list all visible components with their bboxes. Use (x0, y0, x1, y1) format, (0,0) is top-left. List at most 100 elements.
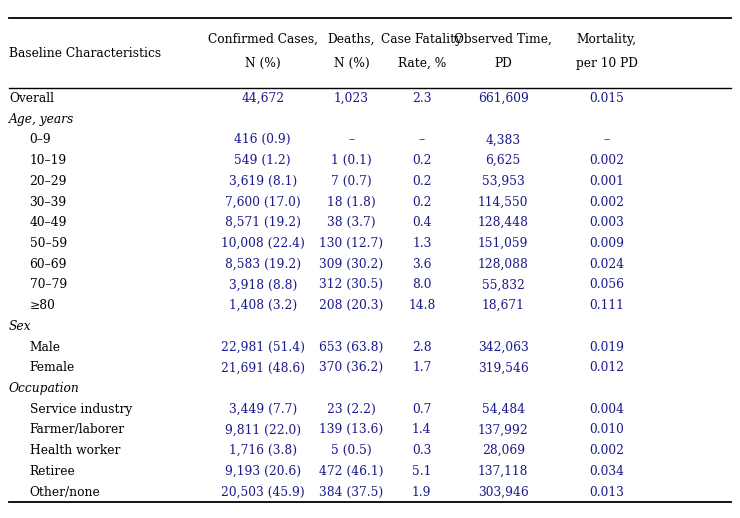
Text: Service industry: Service industry (30, 402, 132, 416)
Text: Deaths,: Deaths, (328, 33, 375, 46)
Text: 0.024: 0.024 (589, 257, 625, 271)
Text: 44,672: 44,672 (241, 92, 284, 105)
Text: 3,619 (8.1): 3,619 (8.1) (229, 175, 297, 188)
Text: 20–29: 20–29 (30, 175, 67, 188)
Text: Female: Female (30, 361, 75, 375)
Text: 0.010: 0.010 (589, 423, 625, 437)
Text: Baseline Characteristics: Baseline Characteristics (9, 47, 161, 60)
Text: 312 (30.5): 312 (30.5) (320, 278, 383, 292)
Text: 60–69: 60–69 (30, 257, 67, 271)
Text: 18 (1.8): 18 (1.8) (327, 195, 376, 209)
Text: 151,059: 151,059 (478, 237, 528, 250)
Text: 653 (63.8): 653 (63.8) (320, 340, 383, 354)
Text: –: – (349, 133, 354, 147)
Text: 53,953: 53,953 (482, 175, 525, 188)
Text: 40–49: 40–49 (30, 216, 67, 229)
Text: PD: PD (494, 57, 512, 70)
Text: 1.9: 1.9 (412, 485, 431, 499)
Text: N (%): N (%) (245, 57, 280, 70)
Text: 2.8: 2.8 (412, 340, 431, 354)
Text: 319,546: 319,546 (478, 361, 528, 375)
Text: 0.002: 0.002 (589, 195, 625, 209)
Text: 5 (0.5): 5 (0.5) (331, 444, 372, 457)
Text: Other/none: Other/none (30, 485, 101, 499)
Text: 0.056: 0.056 (589, 278, 625, 292)
Text: 10,008 (22.4): 10,008 (22.4) (221, 237, 305, 250)
Text: 1,408 (3.2): 1,408 (3.2) (229, 299, 297, 312)
Text: 1.3: 1.3 (412, 237, 431, 250)
Text: 21,691 (48.6): 21,691 (48.6) (221, 361, 305, 375)
Text: 9,811 (22.0): 9,811 (22.0) (225, 423, 300, 437)
Text: 137,992: 137,992 (478, 423, 528, 437)
Text: 7 (0.7): 7 (0.7) (331, 175, 372, 188)
Text: 137,118: 137,118 (478, 465, 528, 478)
Text: Sex: Sex (9, 320, 31, 333)
Text: 8.0: 8.0 (412, 278, 431, 292)
Text: per 10 PD: per 10 PD (576, 57, 638, 70)
Text: 130 (12.7): 130 (12.7) (320, 237, 383, 250)
Text: 128,088: 128,088 (478, 257, 528, 271)
Text: ≥80: ≥80 (30, 299, 56, 312)
Text: 5.1: 5.1 (412, 465, 431, 478)
Text: 549 (1.2): 549 (1.2) (235, 154, 291, 167)
Text: 139 (13.6): 139 (13.6) (320, 423, 383, 437)
Text: 1,023: 1,023 (334, 92, 369, 105)
Text: 50–59: 50–59 (30, 237, 67, 250)
Text: 22,981 (51.4): 22,981 (51.4) (221, 340, 305, 354)
Text: 2.3: 2.3 (412, 92, 431, 105)
Text: –: – (604, 133, 610, 147)
Text: 54,484: 54,484 (482, 402, 525, 416)
Text: 70–79: 70–79 (30, 278, 67, 292)
Text: 0.009: 0.009 (589, 237, 625, 250)
Text: 370 (36.2): 370 (36.2) (320, 361, 383, 375)
Text: 10–19: 10–19 (30, 154, 67, 167)
Text: 416 (0.9): 416 (0.9) (235, 133, 291, 147)
Text: Farmer/laborer: Farmer/laborer (30, 423, 125, 437)
Text: 9,193 (20.6): 9,193 (20.6) (225, 465, 300, 478)
Text: 208 (20.3): 208 (20.3) (320, 299, 383, 312)
Text: 128,448: 128,448 (478, 216, 528, 229)
Text: 55,832: 55,832 (482, 278, 525, 292)
Text: 0.2: 0.2 (412, 154, 431, 167)
Text: –: – (419, 133, 425, 147)
Text: 1 (0.1): 1 (0.1) (331, 154, 372, 167)
Text: 1.4: 1.4 (412, 423, 431, 437)
Text: 0.2: 0.2 (412, 175, 431, 188)
Text: 7,600 (17.0): 7,600 (17.0) (225, 195, 300, 209)
Text: Observed Time,: Observed Time, (454, 33, 552, 46)
Text: 661,609: 661,609 (478, 92, 528, 105)
Text: 23 (2.2): 23 (2.2) (327, 402, 376, 416)
Text: 6,625: 6,625 (485, 154, 521, 167)
Text: 8,571 (19.2): 8,571 (19.2) (225, 216, 300, 229)
Text: 30–39: 30–39 (30, 195, 67, 209)
Text: 20,503 (45.9): 20,503 (45.9) (221, 485, 305, 499)
Text: Health worker: Health worker (30, 444, 120, 457)
Text: 0.002: 0.002 (589, 444, 625, 457)
Text: 38 (3.7): 38 (3.7) (327, 216, 376, 229)
Text: 0.004: 0.004 (589, 402, 625, 416)
Text: 342,063: 342,063 (478, 340, 528, 354)
Text: 0–9: 0–9 (30, 133, 51, 147)
Text: 303,946: 303,946 (478, 485, 528, 499)
Text: 0.3: 0.3 (412, 444, 431, 457)
Text: Occupation: Occupation (9, 382, 80, 395)
Text: 309 (30.2): 309 (30.2) (320, 257, 383, 271)
Text: 0.7: 0.7 (412, 402, 431, 416)
Text: 0.111: 0.111 (589, 299, 625, 312)
Text: 384 (37.5): 384 (37.5) (320, 485, 383, 499)
Text: 3,918 (8.8): 3,918 (8.8) (229, 278, 297, 292)
Text: 3,449 (7.7): 3,449 (7.7) (229, 402, 297, 416)
Text: Male: Male (30, 340, 61, 354)
Text: Age, years: Age, years (9, 112, 74, 126)
Text: 4,383: 4,383 (485, 133, 521, 147)
Text: 0.019: 0.019 (589, 340, 625, 354)
Text: Rate, %: Rate, % (397, 57, 446, 70)
Text: 0.4: 0.4 (412, 216, 431, 229)
Text: 3.6: 3.6 (412, 257, 431, 271)
Text: 0.034: 0.034 (589, 465, 625, 478)
Text: 14.8: 14.8 (408, 299, 435, 312)
Text: 28,069: 28,069 (482, 444, 525, 457)
Text: Mortality,: Mortality, (576, 33, 637, 46)
Text: 8,583 (19.2): 8,583 (19.2) (225, 257, 300, 271)
Text: 0.2: 0.2 (412, 195, 431, 209)
